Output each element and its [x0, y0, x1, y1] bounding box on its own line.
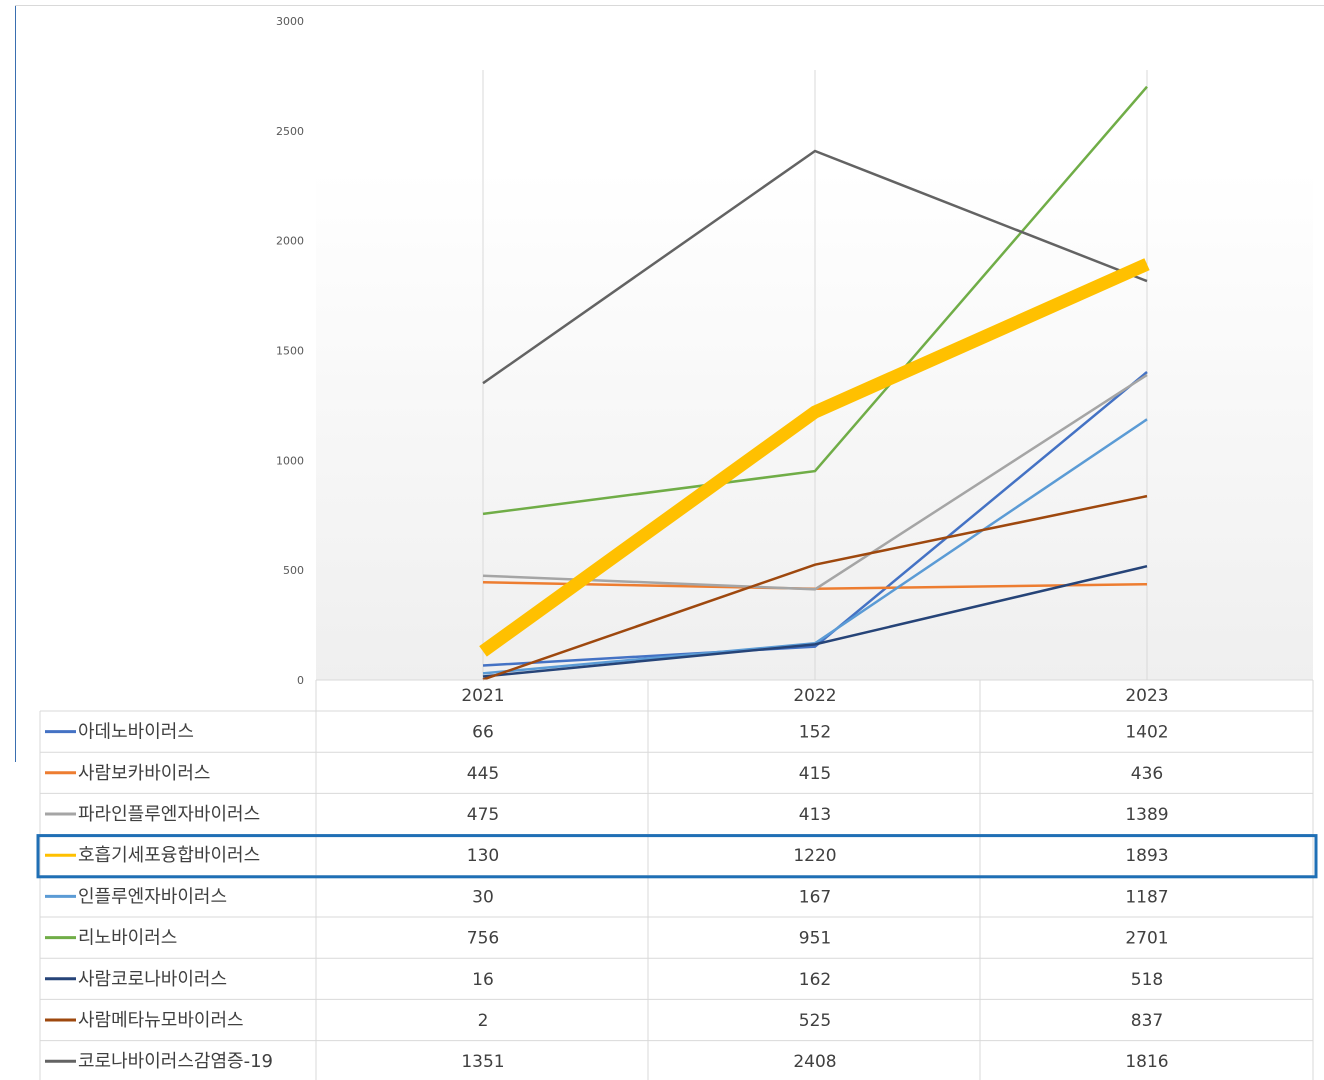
- series-name-label: 아데노바이러스: [78, 722, 194, 743]
- data-value-label: 130: [467, 846, 499, 866]
- data-value-label: 1187: [1125, 887, 1168, 907]
- highlight-box: [36, 834, 1318, 879]
- data-value-label: 436: [1131, 764, 1163, 784]
- series-name-label: 사람메타뉴모바이러스: [78, 1010, 244, 1031]
- table-row: 파라인플루엔자바이러스 475 413 1389: [45, 804, 1169, 825]
- category-label-2022: 2022: [793, 686, 836, 706]
- data-value-label: 1893: [1125, 846, 1168, 866]
- data-value-label: 152: [799, 723, 831, 743]
- data-value-label: 1389: [1125, 805, 1168, 825]
- category-label-2021: 2021: [461, 686, 504, 706]
- series-line-9: [482, 149, 1148, 385]
- data-value-label: 2408: [793, 1052, 836, 1072]
- data-value-label: 837: [1131, 1011, 1163, 1031]
- table-row: 사람코로나바이러스 16 162 518: [45, 969, 1163, 990]
- y-tick-label: 0: [297, 674, 304, 687]
- data-value-label: 2701: [1125, 929, 1168, 949]
- y-tick-label: 1500: [276, 345, 304, 358]
- table-row: 코로나바이러스감염증-19 1351 2408 1816: [45, 1051, 1169, 1072]
- data-value-label: 16: [472, 970, 494, 990]
- y-tick-label: 2000: [276, 235, 304, 248]
- data-table: 2021 2022 2023 아데노바이러스 66 152 1402 사람보카바이러스 445 4…: [36, 679, 1318, 1080]
- series-name-label: 사람보카바이러스: [78, 763, 210, 784]
- data-value-label: 445: [467, 764, 499, 784]
- series-line-3: [482, 373, 1148, 591]
- series-name-label: 리노바이러스: [78, 928, 177, 949]
- series-name-label: 인플루엔자바이러스: [78, 886, 227, 907]
- data-value-label: 413: [799, 805, 831, 825]
- table-row: 사람메타뉴모바이러스 2 525 837: [45, 1010, 1163, 1031]
- series-name-label: 호흡기세포융합바이러스: [78, 845, 260, 866]
- top-border: [15, 5, 1324, 6]
- data-value-label: 66: [472, 723, 494, 743]
- data-value-label: 951: [799, 929, 831, 949]
- left-border: [15, 6, 16, 762]
- data-value-label: 518: [1131, 970, 1163, 990]
- series-lines: [479, 85, 1150, 681]
- table-row: 인플루엔자바이러스 30 167 1187: [45, 886, 1169, 907]
- data-value-label: 415: [799, 764, 831, 784]
- series-line-4: [479, 258, 1150, 657]
- data-value-label: 162: [799, 970, 831, 990]
- series-name-label: 사람코로나바이러스: [78, 969, 227, 990]
- y-tick-label: 500: [283, 564, 304, 577]
- data-value-label: 1816: [1125, 1052, 1168, 1072]
- data-value-label: 756: [467, 929, 499, 949]
- data-value-label: 30: [472, 887, 494, 907]
- data-value-label: 1351: [461, 1052, 504, 1072]
- series-line-8: [482, 494, 1148, 681]
- series-line-6: [482, 85, 1148, 516]
- y-tick-label: 1000: [276, 454, 304, 467]
- table-row: 리노바이러스 756 951 2701: [45, 928, 1169, 949]
- y-tick-label: 3000: [276, 15, 304, 28]
- category-label-2023: 2023: [1125, 686, 1168, 706]
- table-row: 사람보카바이러스 445 415 436: [45, 763, 1163, 784]
- series-line-7: [482, 564, 1148, 678]
- y-axis-ticks: 0 500 1000 1500 2000 2500 3000: [276, 15, 304, 687]
- table-row: 호흡기세포융합바이러스 130 1220 1893: [36, 834, 1318, 879]
- data-value-label: 1220: [793, 846, 836, 866]
- y-tick-label: 2500: [276, 125, 304, 138]
- data-value-label: 167: [799, 887, 831, 907]
- series-name-label: 코로나바이러스감염증-19: [78, 1051, 273, 1072]
- data-value-label: 2: [478, 1011, 489, 1031]
- table-row: 아데노바이러스 66 152 1402: [45, 722, 1169, 743]
- series-line-1: [482, 371, 1148, 667]
- data-value-label: 475: [467, 805, 499, 825]
- data-value-label: 1402: [1125, 723, 1168, 743]
- series-name-label: 파라인플루엔자바이러스: [78, 804, 260, 825]
- data-value-label: 525: [799, 1011, 831, 1031]
